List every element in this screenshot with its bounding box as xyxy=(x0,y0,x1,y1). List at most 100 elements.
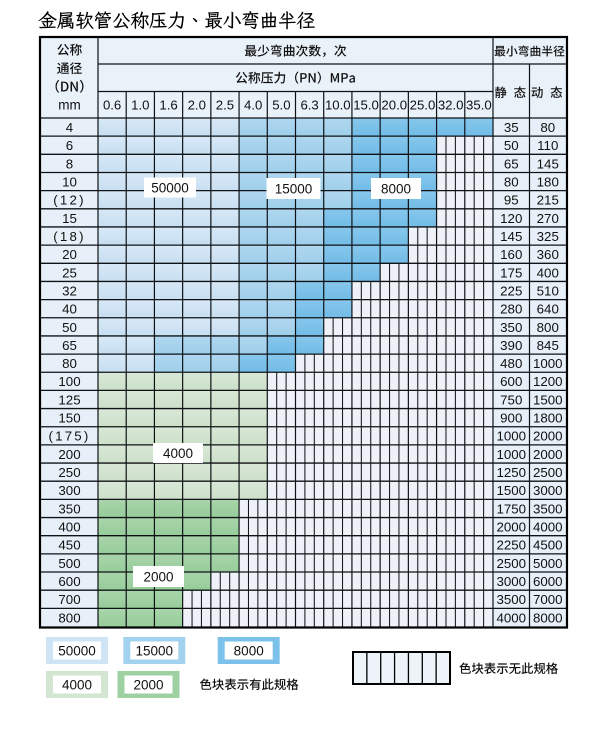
svg-text:50: 50 xyxy=(504,138,519,153)
svg-text:1000: 1000 xyxy=(496,429,526,444)
svg-text:4.0: 4.0 xyxy=(244,98,262,113)
svg-text:400: 400 xyxy=(537,265,559,280)
svg-text:700: 700 xyxy=(58,592,80,607)
svg-text:4500: 4500 xyxy=(533,538,563,553)
svg-text:180: 180 xyxy=(537,174,559,189)
svg-text:95: 95 xyxy=(504,193,519,208)
svg-text:1000: 1000 xyxy=(533,356,563,371)
svg-text:2.5: 2.5 xyxy=(216,98,234,113)
svg-text:50000: 50000 xyxy=(58,643,96,658)
svg-text:250: 250 xyxy=(58,465,80,480)
svg-text:2.0: 2.0 xyxy=(188,98,206,113)
svg-text:145: 145 xyxy=(500,229,522,244)
svg-text:480: 480 xyxy=(500,356,522,371)
svg-text:225: 225 xyxy=(500,283,522,298)
svg-text:450: 450 xyxy=(58,538,80,553)
svg-text:3000: 3000 xyxy=(496,574,526,589)
svg-text:350: 350 xyxy=(500,320,522,335)
svg-text:6000: 6000 xyxy=(533,574,563,589)
svg-text:7000: 7000 xyxy=(533,592,563,607)
svg-text:300: 300 xyxy=(58,483,80,498)
svg-text:15.0: 15.0 xyxy=(353,98,379,113)
svg-text:8: 8 xyxy=(66,156,73,171)
svg-text:145: 145 xyxy=(537,156,559,171)
svg-text:8000: 8000 xyxy=(381,182,411,197)
svg-text:(175): (175) xyxy=(48,429,90,444)
svg-text:15000: 15000 xyxy=(136,643,174,658)
svg-text:1800: 1800 xyxy=(533,411,563,426)
svg-text:2000: 2000 xyxy=(533,447,563,462)
svg-text:15000: 15000 xyxy=(275,182,313,197)
svg-text:65: 65 xyxy=(504,156,519,171)
svg-text:4000: 4000 xyxy=(496,610,526,625)
svg-text:20.0: 20.0 xyxy=(381,98,407,113)
svg-text:2000: 2000 xyxy=(533,429,563,444)
svg-text:6: 6 xyxy=(66,138,73,153)
svg-text:510: 510 xyxy=(537,283,559,298)
svg-text:10.0: 10.0 xyxy=(325,98,351,113)
svg-text:8000: 8000 xyxy=(234,643,264,658)
svg-text:800: 800 xyxy=(58,610,80,625)
svg-text:32.0: 32.0 xyxy=(438,98,464,113)
svg-text:5.0: 5.0 xyxy=(272,98,290,113)
svg-text:0.6: 0.6 xyxy=(103,98,121,113)
svg-text:600: 600 xyxy=(500,374,522,389)
svg-text:2000: 2000 xyxy=(133,677,163,692)
svg-text:25.0: 25.0 xyxy=(410,98,436,113)
svg-text:15: 15 xyxy=(62,211,77,226)
svg-text:3500: 3500 xyxy=(496,592,526,607)
svg-text:360: 360 xyxy=(537,247,559,262)
svg-text:325: 325 xyxy=(537,229,559,244)
svg-text:600: 600 xyxy=(58,574,80,589)
svg-text:150: 150 xyxy=(58,411,80,426)
svg-text:125: 125 xyxy=(58,392,80,407)
svg-text:2500: 2500 xyxy=(533,465,563,480)
svg-text:500: 500 xyxy=(58,556,80,571)
svg-text:1500: 1500 xyxy=(496,483,526,498)
svg-text:(12): (12) xyxy=(53,193,85,208)
svg-text:25: 25 xyxy=(62,265,77,280)
svg-text:1250: 1250 xyxy=(496,465,526,480)
svg-text:(18): (18) xyxy=(53,229,85,244)
svg-text:80: 80 xyxy=(62,356,77,371)
svg-text:1500: 1500 xyxy=(533,392,563,407)
svg-text:900: 900 xyxy=(500,411,522,426)
svg-text:845: 845 xyxy=(537,338,559,353)
svg-text:215: 215 xyxy=(537,193,559,208)
svg-text:400: 400 xyxy=(58,520,80,535)
svg-text:200: 200 xyxy=(58,447,80,462)
svg-text:2000: 2000 xyxy=(143,570,173,585)
svg-text:10: 10 xyxy=(62,174,77,189)
svg-text:4000: 4000 xyxy=(533,520,563,535)
svg-text:4000: 4000 xyxy=(163,446,193,461)
svg-text:800: 800 xyxy=(537,320,559,335)
svg-text:110: 110 xyxy=(537,138,558,153)
svg-text:1000: 1000 xyxy=(496,447,526,462)
svg-text:1.6: 1.6 xyxy=(159,98,177,113)
svg-text:750: 750 xyxy=(500,392,522,407)
svg-text:1200: 1200 xyxy=(533,374,563,389)
svg-text:4000: 4000 xyxy=(62,677,92,692)
svg-text:4: 4 xyxy=(66,120,73,135)
svg-text:mm: mm xyxy=(58,98,81,113)
svg-text:65: 65 xyxy=(62,338,77,353)
svg-text:5000: 5000 xyxy=(533,556,563,571)
svg-text:640: 640 xyxy=(537,302,559,317)
svg-text:32: 32 xyxy=(62,283,77,298)
svg-text:35: 35 xyxy=(504,120,519,135)
svg-text:35.0: 35.0 xyxy=(466,98,492,113)
svg-text:350: 350 xyxy=(58,501,80,516)
svg-text:390: 390 xyxy=(500,338,522,353)
svg-text:50000: 50000 xyxy=(151,181,189,196)
svg-text:1750: 1750 xyxy=(496,501,526,516)
svg-text:270: 270 xyxy=(537,211,559,226)
svg-text:40: 40 xyxy=(62,302,77,317)
svg-text:1.0: 1.0 xyxy=(131,98,149,113)
svg-text:100: 100 xyxy=(58,374,80,389)
svg-text:120: 120 xyxy=(500,211,522,226)
svg-text:2500: 2500 xyxy=(496,556,526,571)
svg-text:160: 160 xyxy=(500,247,522,262)
svg-text:280: 280 xyxy=(500,302,522,317)
svg-text:2000: 2000 xyxy=(496,520,526,535)
svg-text:8000: 8000 xyxy=(533,610,563,625)
